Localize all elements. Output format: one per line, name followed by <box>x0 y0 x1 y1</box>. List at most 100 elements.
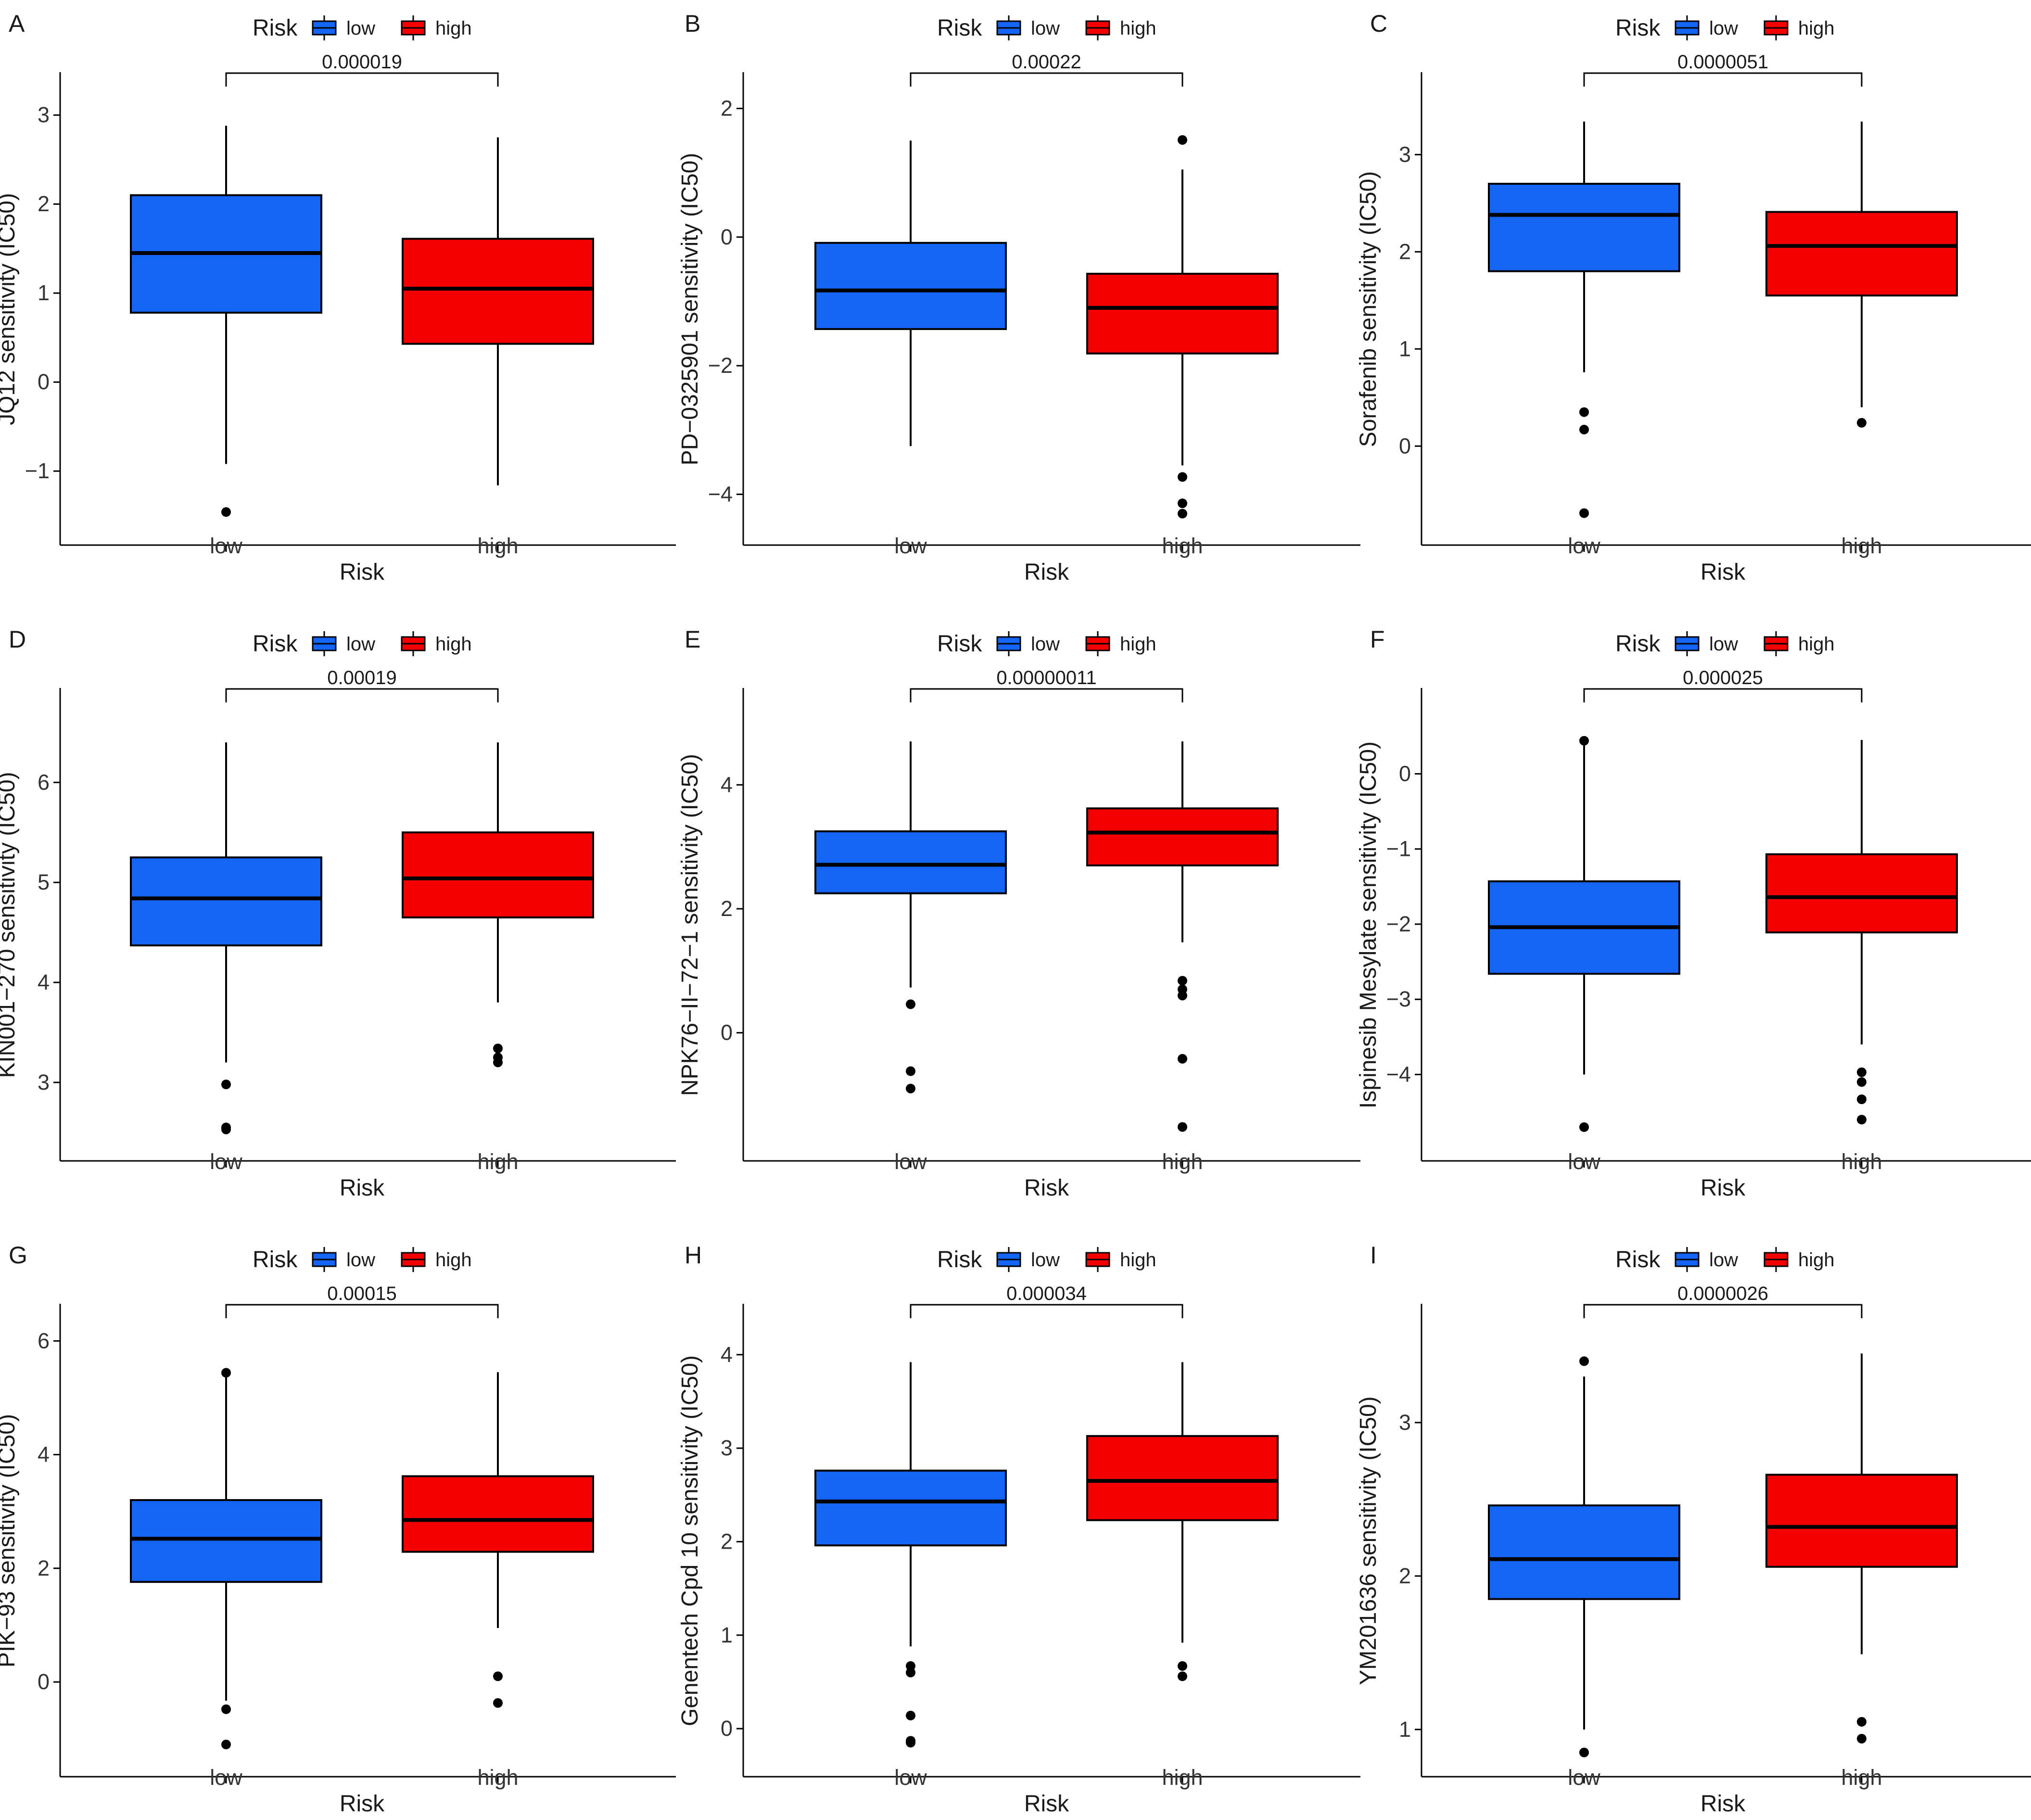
outlier-point <box>906 1667 915 1678</box>
axes: 0 2 4 6 low high <box>38 1304 676 1790</box>
bracket-line <box>910 1304 1183 1318</box>
x-axis-title: Risk <box>1024 1175 1069 1201</box>
significance-bracket: 0.00000011 <box>910 667 1183 702</box>
x-axis-title: Risk <box>340 560 385 585</box>
x-tick-label: high <box>1162 534 1203 558</box>
box-high <box>1765 121 1958 428</box>
outlier-point <box>1579 407 1589 417</box>
outlier-point <box>906 1083 915 1094</box>
outlier-point <box>1579 1356 1589 1366</box>
axes: −1 0 1 2 3 low high <box>25 72 676 558</box>
y-tick-label: 4 <box>721 1342 733 1367</box>
outlier-point <box>1178 976 1187 986</box>
iqr-box <box>402 238 594 345</box>
p-value-label: 0.00022 <box>1012 51 1081 73</box>
box-low <box>1488 121 1680 518</box>
outlier-point <box>1178 472 1187 482</box>
outlier-point <box>221 1080 231 1090</box>
y-tick-label: 1 <box>38 280 50 305</box>
legend-title: Risk <box>1615 1247 1661 1273</box>
outlier-point <box>1579 736 1589 746</box>
y-axis-title: YM201636 sensitivity (IC50) <box>1356 1396 1381 1685</box>
iqr-box <box>814 242 1007 330</box>
y-tick-label: 0 <box>721 225 733 249</box>
legend-label-high: high <box>1120 1249 1156 1271</box>
y-tick-label: 3 <box>1399 142 1411 166</box>
legend: Risk low high <box>253 15 472 41</box>
legend-key-low: low <box>996 1247 1060 1272</box>
box-low <box>814 140 1007 446</box>
axes: −4 −3 −2 −1 0 low high <box>1386 688 2031 1174</box>
y-tick-label: −4 <box>708 482 733 506</box>
outlier-point <box>221 1704 231 1714</box>
y-tick-label: 3 <box>38 1070 50 1095</box>
x-tick-label: high <box>477 1149 518 1174</box>
y-tick-label: 0 <box>38 1669 50 1694</box>
legend-key-high: high <box>401 1247 472 1272</box>
legend-key-low: low <box>312 15 375 40</box>
legend-key-high: high <box>1085 631 1156 656</box>
iqr-box <box>402 831 594 918</box>
legend-key-low: low <box>996 15 1060 40</box>
legend-label-low: low <box>346 18 375 39</box>
outlier-point <box>1579 508 1589 518</box>
outlier-point <box>1579 1747 1589 1757</box>
outlier-point <box>1178 498 1187 509</box>
x-tick-label: low <box>1568 534 1600 558</box>
box-high <box>1086 1362 1279 1681</box>
outlier-point <box>1857 418 1866 428</box>
x-tick-label: low <box>210 534 242 558</box>
panel-b: B Risk low high −4 −2 0 2 low high Risk PD−0325901 … <box>677 10 1360 585</box>
p-value-label: 0.00015 <box>327 1283 397 1304</box>
legend-key-low: low <box>1675 15 1738 40</box>
box-low <box>1488 1356 1680 1757</box>
p-value-label: 0.000019 <box>322 51 402 73</box>
x-tick-label: low <box>210 1765 242 1790</box>
outlier-point <box>1857 1067 1866 1077</box>
outlier-point <box>1857 1077 1866 1087</box>
outlier-point <box>906 1066 915 1076</box>
y-axis-title: Genentech Cpd 10 sensitivity (IC50) <box>677 1355 703 1726</box>
axes: −4 −2 0 2 low high <box>708 72 1360 558</box>
outlier-point <box>1178 135 1187 145</box>
y-tick-label: 2 <box>721 1529 733 1553</box>
panel-d: D Risk low high 3 4 5 6 low high Risk KIN001−270 se… <box>0 626 676 1201</box>
axes: 0 2 4 low high <box>721 688 1360 1174</box>
significance-bracket: 0.0000026 <box>1583 1283 1863 1318</box>
legend-title: Risk <box>937 1247 982 1273</box>
outlier-point <box>1857 1717 1866 1727</box>
legend-label-high: high <box>1798 1249 1835 1271</box>
box-low <box>130 126 322 517</box>
y-tick-label: 1 <box>1399 1717 1411 1742</box>
iqr-box <box>1765 853 1958 934</box>
outlier-point <box>493 1698 503 1708</box>
outlier-point <box>1178 1661 1187 1671</box>
box-high <box>1765 1353 1958 1744</box>
x-tick-label: high <box>1162 1765 1203 1790</box>
bracket-line <box>225 72 499 87</box>
legend-key-high: high <box>401 15 472 40</box>
y-tick-label: 4 <box>721 772 733 797</box>
significance-bracket: 0.00015 <box>225 1283 499 1318</box>
x-axis-title: Risk <box>1701 1175 1746 1201</box>
iqr-box <box>1086 1435 1279 1521</box>
legend-label-low: low <box>1031 634 1060 655</box>
bracket-line <box>910 688 1183 702</box>
y-tick-label: 6 <box>38 770 50 794</box>
legend-label-high: high <box>1120 634 1156 655</box>
x-axis-title: Risk <box>340 1175 385 1201</box>
outlier-point <box>1178 1671 1187 1681</box>
y-tick-label: 5 <box>38 870 50 894</box>
legend: Risk low high <box>1615 631 1835 657</box>
legend-label-high: high <box>435 634 472 655</box>
bracket-line <box>225 1304 499 1318</box>
outlier-point <box>221 507 231 517</box>
outlier-point <box>493 1057 503 1068</box>
legend-key-high: high <box>1764 1247 1835 1272</box>
x-tick-label: low <box>1568 1149 1600 1174</box>
iqr-box <box>1086 807 1279 866</box>
iqr-box <box>1086 272 1279 355</box>
x-tick-label: high <box>1841 534 1882 558</box>
legend-key-low: low <box>1675 631 1738 656</box>
